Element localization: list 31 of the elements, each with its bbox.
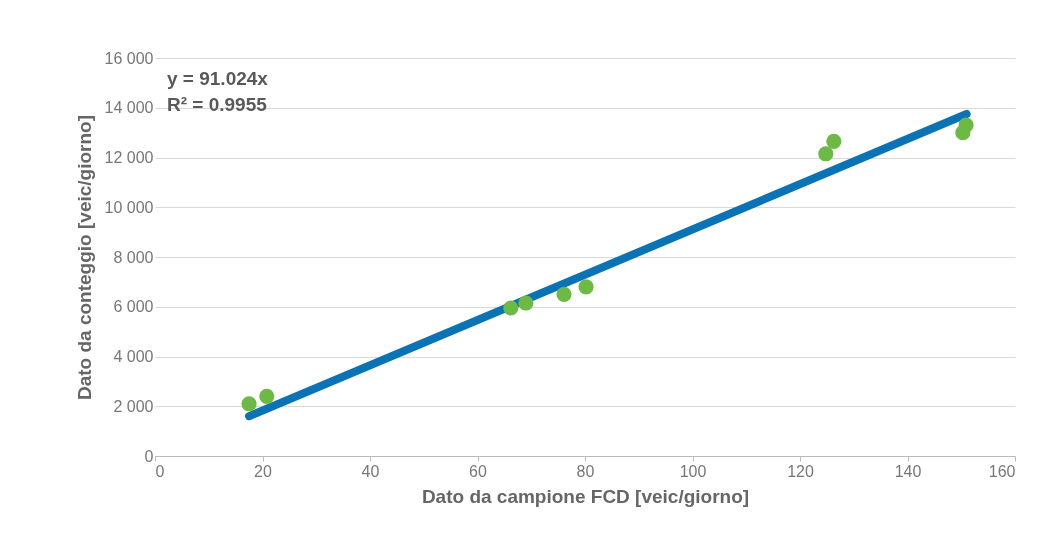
y-tick-label: 6 000 (113, 298, 154, 316)
y-tick-label: 2 000 (113, 397, 154, 415)
point (826, 133, 842, 149)
x-tick-label: 20 (254, 462, 272, 480)
point (259, 388, 275, 404)
point (503, 300, 519, 316)
point (556, 286, 572, 302)
point (578, 279, 594, 295)
x-tick-label: 140 (894, 462, 922, 480)
annotation: R² = 0.9955 (167, 94, 268, 115)
x-axis-title: Dato da campione FCD [veic/giorno] (421, 485, 750, 507)
y-tick-label: 8 000 (113, 248, 154, 266)
y-tick-label: 16 000 (104, 49, 154, 67)
x-tick-label: 0 (155, 462, 165, 480)
x-tick-label: 100 (679, 462, 707, 480)
y-axis-title: Dato da conteggio [veic/giorno] (73, 114, 95, 401)
point (241, 396, 257, 412)
x-tick-label: 40 (361, 462, 380, 480)
y-tick-label: 10 000 (104, 198, 154, 216)
point (518, 295, 534, 311)
point (958, 117, 974, 133)
y-tick-label: 14 000 (104, 99, 154, 117)
x-tick-label: 120 (787, 462, 814, 480)
x-tick-label: 80 (576, 462, 595, 480)
x-tick-label: 160 (988, 462, 1016, 480)
y-tick-label: 12 000 (104, 149, 154, 166)
y-tick-label: 4 000 (113, 348, 154, 365)
point (818, 146, 834, 162)
annotation: y = 91.024x (167, 68, 269, 89)
y-tick-label: 0 (144, 447, 154, 465)
x-tick-label: 60 (469, 462, 487, 480)
